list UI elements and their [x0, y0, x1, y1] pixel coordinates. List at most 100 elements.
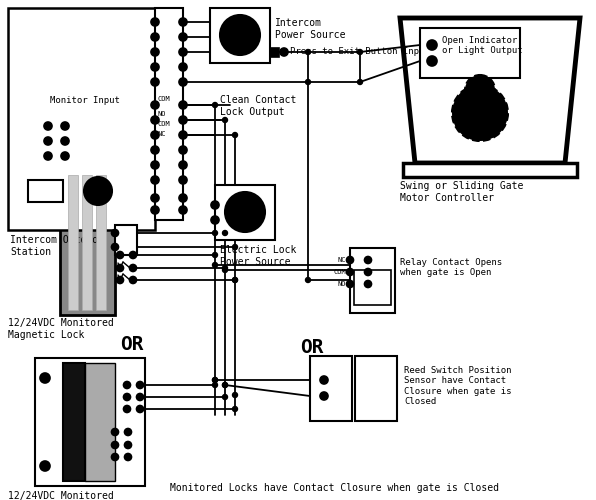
- Bar: [310, 356, 352, 421]
- Bar: [270, 48, 279, 57]
- Text: 12/24VDC Monitored
Magnetic Lock: 12/24VDC Monitored Magnetic Lock: [8, 318, 114, 340]
- Circle shape: [151, 48, 159, 56]
- Circle shape: [232, 278, 237, 282]
- Circle shape: [151, 116, 159, 124]
- Text: Intercom Outdoor
Station: Intercom Outdoor Station: [10, 235, 104, 256]
- Text: ~: ~: [235, 202, 254, 222]
- Circle shape: [232, 392, 237, 398]
- Text: Electric Lock
Power Source: Electric Lock Power Source: [220, 245, 296, 266]
- Bar: [155, 8, 183, 220]
- Circle shape: [151, 63, 159, 71]
- Circle shape: [346, 268, 353, 276]
- Circle shape: [111, 428, 119, 436]
- Text: Open Indicator
or Light Output: Open Indicator or Light Output: [442, 36, 523, 56]
- Text: ~: ~: [231, 25, 249, 45]
- Circle shape: [151, 194, 159, 202]
- Bar: [215, 185, 275, 240]
- Circle shape: [346, 280, 353, 287]
- Circle shape: [123, 382, 131, 388]
- Circle shape: [320, 392, 328, 400]
- Text: NO: NO: [157, 111, 166, 117]
- Circle shape: [111, 230, 119, 236]
- Text: Swing or Sliding Gate
Motor Controller: Swing or Sliding Gate Motor Controller: [400, 181, 523, 203]
- Circle shape: [136, 406, 144, 412]
- Circle shape: [179, 48, 187, 56]
- Circle shape: [111, 454, 119, 460]
- Circle shape: [61, 137, 69, 145]
- Circle shape: [213, 262, 218, 268]
- Circle shape: [232, 406, 237, 412]
- Circle shape: [111, 244, 119, 250]
- Circle shape: [179, 206, 187, 214]
- Text: 12/24VDC Monitored
Electric Strike Lock: 12/24VDC Monitored Electric Strike Lock: [8, 491, 126, 500]
- Circle shape: [151, 78, 159, 86]
- Circle shape: [179, 131, 187, 139]
- Circle shape: [358, 80, 362, 84]
- Circle shape: [232, 278, 237, 282]
- Bar: [96, 175, 106, 310]
- Text: OR: OR: [120, 335, 144, 354]
- Circle shape: [151, 146, 159, 154]
- Circle shape: [179, 146, 187, 154]
- Text: Clean Contact
Lock Output: Clean Contact Lock Output: [220, 95, 296, 116]
- Circle shape: [44, 122, 52, 130]
- Bar: [115, 225, 137, 255]
- Circle shape: [40, 373, 50, 383]
- Circle shape: [211, 216, 219, 224]
- Circle shape: [213, 230, 218, 235]
- Bar: [68, 175, 78, 310]
- Circle shape: [365, 268, 371, 276]
- Text: NC: NC: [337, 257, 346, 263]
- Circle shape: [427, 40, 437, 50]
- Circle shape: [213, 378, 218, 382]
- Circle shape: [232, 244, 237, 250]
- Circle shape: [222, 230, 228, 235]
- Circle shape: [61, 122, 69, 130]
- Circle shape: [84, 177, 112, 205]
- Circle shape: [179, 63, 187, 71]
- Bar: [60, 170, 115, 315]
- Circle shape: [213, 378, 218, 382]
- Circle shape: [116, 276, 123, 283]
- Circle shape: [222, 394, 228, 400]
- Circle shape: [44, 152, 52, 160]
- Polygon shape: [400, 18, 580, 163]
- Circle shape: [232, 132, 237, 138]
- Text: Press to Exit Button Input: Press to Exit Button Input: [290, 48, 430, 56]
- Bar: [85, 363, 115, 481]
- Circle shape: [116, 264, 123, 272]
- Text: OR: OR: [300, 338, 324, 357]
- Circle shape: [211, 201, 219, 209]
- Circle shape: [320, 376, 328, 384]
- Circle shape: [151, 18, 159, 26]
- Circle shape: [179, 18, 187, 26]
- Text: Reed Switch Position
Sensor have Contact
Closure when gate is
Closed: Reed Switch Position Sensor have Contact…: [404, 366, 511, 406]
- Bar: [403, 163, 577, 177]
- Bar: [82, 175, 92, 310]
- Circle shape: [136, 382, 144, 388]
- Circle shape: [222, 118, 228, 122]
- Circle shape: [452, 85, 508, 141]
- Circle shape: [365, 256, 371, 264]
- Bar: [28, 180, 63, 202]
- Text: COM: COM: [157, 121, 170, 127]
- Circle shape: [427, 56, 437, 66]
- Circle shape: [40, 461, 50, 471]
- Circle shape: [358, 50, 362, 54]
- Circle shape: [61, 152, 69, 160]
- Circle shape: [129, 252, 136, 258]
- Circle shape: [123, 406, 131, 412]
- Bar: [354, 270, 391, 305]
- Circle shape: [123, 394, 131, 400]
- Text: NC: NC: [157, 131, 166, 137]
- Circle shape: [129, 276, 136, 283]
- Circle shape: [179, 176, 187, 184]
- Text: COM: COM: [157, 96, 170, 102]
- Circle shape: [365, 280, 371, 287]
- Circle shape: [151, 206, 159, 214]
- Text: COM: COM: [333, 269, 346, 275]
- Circle shape: [151, 161, 159, 169]
- Circle shape: [151, 33, 159, 41]
- Bar: [8, 8, 155, 230]
- Circle shape: [222, 268, 228, 272]
